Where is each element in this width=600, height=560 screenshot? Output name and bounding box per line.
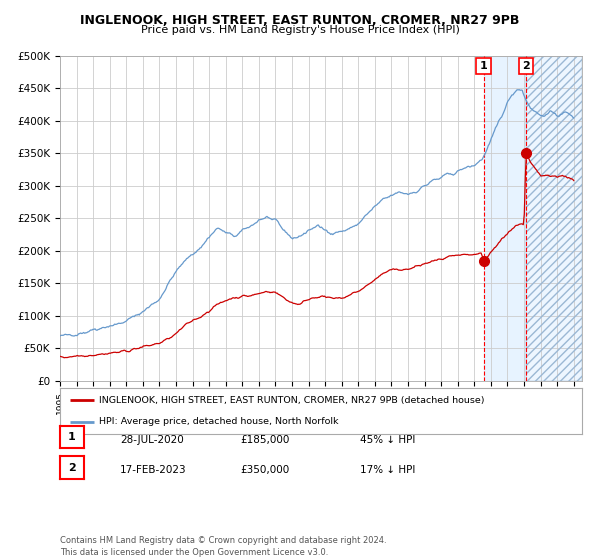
- Text: £185,000: £185,000: [240, 435, 289, 445]
- Text: 2: 2: [522, 61, 530, 71]
- Text: Price paid vs. HM Land Registry's House Price Index (HPI): Price paid vs. HM Land Registry's House …: [140, 25, 460, 35]
- FancyBboxPatch shape: [518, 58, 533, 74]
- Text: 28-JUL-2020: 28-JUL-2020: [120, 435, 184, 445]
- Text: Contains HM Land Registry data © Crown copyright and database right 2024.
This d: Contains HM Land Registry data © Crown c…: [60, 536, 386, 557]
- Text: 1: 1: [480, 61, 488, 71]
- Text: 45% ↓ HPI: 45% ↓ HPI: [360, 435, 415, 445]
- Text: 17-FEB-2023: 17-FEB-2023: [120, 465, 187, 475]
- Text: HPI: Average price, detached house, North Norfolk: HPI: Average price, detached house, Nort…: [99, 417, 338, 426]
- Text: £350,000: £350,000: [240, 465, 289, 475]
- Text: 17% ↓ HPI: 17% ↓ HPI: [360, 465, 415, 475]
- Text: INGLENOOK, HIGH STREET, EAST RUNTON, CROMER, NR27 9PB (detached house): INGLENOOK, HIGH STREET, EAST RUNTON, CRO…: [99, 396, 485, 405]
- Text: INGLENOOK, HIGH STREET, EAST RUNTON, CROMER, NR27 9PB: INGLENOOK, HIGH STREET, EAST RUNTON, CRO…: [80, 14, 520, 27]
- Text: 1: 1: [68, 432, 76, 442]
- FancyBboxPatch shape: [476, 58, 491, 74]
- Bar: [484, 56, 526, 381]
- Bar: [526, 56, 582, 381]
- Bar: [526, 56, 582, 381]
- Text: 2: 2: [68, 463, 76, 473]
